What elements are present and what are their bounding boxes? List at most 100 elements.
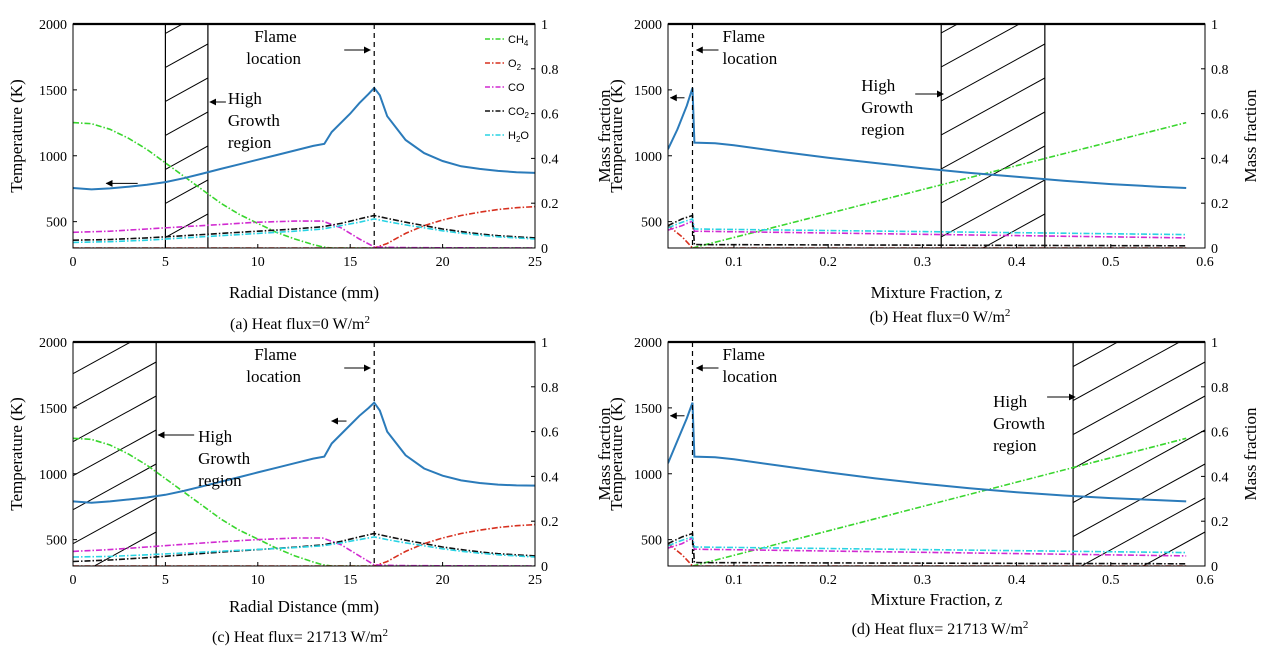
hatch-line xyxy=(941,111,1045,170)
y2-tick-label: 0.8 xyxy=(1211,381,1229,396)
hatch-line xyxy=(1073,342,1119,367)
y-tick-label: 1500 xyxy=(39,402,67,417)
y-tick-label: 500 xyxy=(46,534,67,549)
y2-tick-label: 1 xyxy=(1211,336,1218,351)
hatch-line xyxy=(73,361,157,409)
high-growth-hatch xyxy=(164,24,209,248)
panel-caption: (c) Heat flux= 21713 W/m2 xyxy=(212,627,388,646)
x-tick-label: 15 xyxy=(343,573,357,588)
x-tick-label: 0.1 xyxy=(725,573,743,588)
high-growth-label: region xyxy=(198,471,242,490)
series-o2-line xyxy=(73,205,535,248)
x-tick-label: 0.1 xyxy=(725,255,743,270)
high-growth-label: Growth xyxy=(993,414,1045,433)
high-growth-label: High xyxy=(861,76,896,95)
flame-location-label: Flame xyxy=(722,27,765,46)
y-tick-label: 2000 xyxy=(39,18,67,33)
legend-label-co2: CO2 xyxy=(508,106,530,120)
hatch-line xyxy=(165,213,208,238)
hatch-line xyxy=(73,497,157,545)
legend-label-o2: O2 xyxy=(508,58,522,72)
hatch-line xyxy=(1203,565,1205,566)
x-axis-label: Radial Distance (mm) xyxy=(229,283,379,302)
series-h2o-line xyxy=(668,535,1187,554)
y-tick-label: 500 xyxy=(641,534,662,549)
y2-tick-label: 0.4 xyxy=(1211,470,1229,485)
hatch-line xyxy=(1142,531,1205,566)
x-axis-label: Mixture Fraction, z xyxy=(871,590,1003,609)
high-growth-hatch xyxy=(940,24,1046,248)
x-tick-label: 25 xyxy=(528,255,542,270)
hatch-line xyxy=(1073,429,1205,503)
hatch-line xyxy=(93,531,157,566)
y-tick-label: 500 xyxy=(46,216,67,231)
y2-tick-label: 1 xyxy=(1211,18,1218,33)
temperature-line xyxy=(73,401,535,504)
hatch-line xyxy=(165,145,208,170)
flame-location-label: Flame xyxy=(722,345,765,364)
x-tick-label: 0 xyxy=(70,255,77,270)
y2-tick-label: 0.8 xyxy=(541,381,559,396)
hatch-line xyxy=(73,294,156,340)
hatch-line xyxy=(73,395,157,443)
high-growth-label: High xyxy=(198,427,233,446)
y-tick-label: 1000 xyxy=(39,150,67,165)
y2-tick-label: 0 xyxy=(1211,560,1218,575)
x-tick-label: 25 xyxy=(528,573,542,588)
y2-tick-label: 0.2 xyxy=(1211,197,1229,212)
x-tick-label: 5 xyxy=(162,255,169,270)
y2-tick-label: 0.6 xyxy=(1211,108,1229,123)
x-tick-label: 0.6 xyxy=(1196,573,1214,588)
y2-tick-label: 0.4 xyxy=(541,470,559,485)
hatch-line xyxy=(941,24,959,34)
hatch-line xyxy=(155,565,157,566)
x-tick-label: 0.5 xyxy=(1102,255,1120,270)
x-tick-label: 0 xyxy=(70,573,77,588)
temperature-line xyxy=(73,86,535,191)
y2-tick-label: 1 xyxy=(541,18,548,33)
x-tick-label: 10 xyxy=(251,573,265,588)
y-axis-label: Temperature (K) xyxy=(607,397,626,511)
hatch-line xyxy=(941,43,1045,102)
panel-caption: (d) Heat flux= 21713 W/m2 xyxy=(852,619,1029,638)
y2-tick-label: 0.8 xyxy=(1211,63,1229,78)
series-co-line xyxy=(73,220,535,248)
y-tick-label: 2000 xyxy=(634,336,662,351)
y-tick-label: 1500 xyxy=(39,84,67,99)
hatch-line xyxy=(165,77,208,102)
series-ch4-line xyxy=(73,121,535,248)
y2-axis-label: Mass fraction xyxy=(1241,89,1260,183)
y2-tick-label: 0.8 xyxy=(541,63,559,78)
y2-tick-label: 1 xyxy=(541,336,548,351)
high-growth-label: High xyxy=(993,392,1027,411)
series-o2-line xyxy=(73,523,535,566)
y-tick-label: 2000 xyxy=(39,336,67,351)
series-co2-line xyxy=(668,214,1187,247)
series-h2o-line xyxy=(73,536,535,558)
hatch-line xyxy=(1073,260,1205,333)
hatch-line xyxy=(165,43,208,68)
high-growth-label: Growth xyxy=(861,98,913,117)
high-growth-label: High xyxy=(228,89,262,108)
high-growth-label: region xyxy=(993,436,1037,455)
series-co2-line xyxy=(73,532,535,563)
panel-a: 0 5 10 15 20 25 500 1000 1500 2000 0 0.2 0.4 0.6 0.8 1 R… xyxy=(7,18,614,333)
panel-caption: (b) Heat flux=0 W/m2 xyxy=(870,307,1011,326)
hatch-line xyxy=(1080,497,1205,566)
panel-c: 0 5 10 15 20 25 500 1000 1500 2000 0 0.2 0.4 0.6 0.8 1 R… xyxy=(7,294,614,646)
y2-tick-label: 0.4 xyxy=(1211,152,1229,167)
temperature-line xyxy=(668,402,1187,503)
x-tick-label: 0.6 xyxy=(1196,255,1214,270)
series-h2o-line xyxy=(73,218,535,244)
y-tick-label: 1500 xyxy=(634,402,662,417)
x-tick-label: 0.3 xyxy=(914,255,932,270)
series-co2-line xyxy=(668,532,1187,565)
series-co2-line xyxy=(73,214,535,241)
x-tick-label: 20 xyxy=(436,255,450,270)
hatch-line xyxy=(1073,361,1205,435)
x-tick-label: 0.5 xyxy=(1102,573,1120,588)
hatch-line xyxy=(1073,395,1205,469)
y2-tick-label: 0.6 xyxy=(541,108,559,123)
series-o2-line xyxy=(668,224,1187,248)
